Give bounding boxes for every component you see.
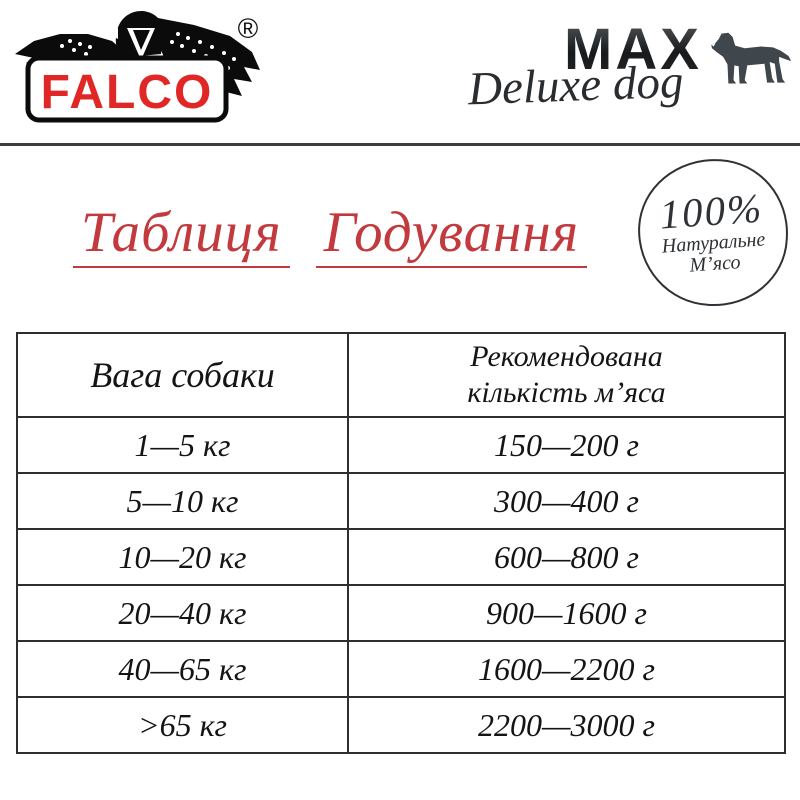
table-row: 10—20 кг 600—800 г <box>16 528 786 586</box>
table-row: 40—65 кг 1600—2200 г <box>16 640 786 698</box>
page-title: Таблиця Годування <box>36 178 624 268</box>
table-row: 1—5 кг 150—200 г <box>16 416 786 474</box>
amount-cell: 300—400 г <box>347 472 786 530</box>
amount-cell: 2200—3000 г <box>347 696 786 754</box>
amount-cell: 1600—2200 г <box>347 640 786 698</box>
dog-icon <box>706 24 792 112</box>
table-row: >65 кг 2200—3000 г <box>16 696 786 754</box>
weight-cell: 1—5 кг <box>16 416 349 474</box>
amount-cell: 150—200 г <box>347 416 786 474</box>
title-word-tablytsia: Таблиця <box>72 204 290 268</box>
amount-column-header: Рекомендована кількість м’яса <box>347 332 786 418</box>
weight-cell: 10—20 кг <box>16 528 349 586</box>
header-divider <box>0 143 800 146</box>
natural-meat-badge-text: 100% Натуральне М’ясо <box>658 184 767 278</box>
title-word-hoduvannia: Годування <box>315 204 588 268</box>
falco-logo: FALCO ® <box>12 8 266 138</box>
feeding-table: Вага собаки Рекомендована кількість м’яс… <box>16 332 786 754</box>
table-row: 20—40 кг 900—1600 г <box>16 584 786 642</box>
table-row: 5—10 кг 300—400 г <box>16 472 786 530</box>
natural-meat-badge: 100% Натуральне М’ясо <box>634 155 792 310</box>
weight-cell: >65 кг <box>16 696 349 754</box>
falco-eagle-icon: FALCO ® <box>15 10 260 123</box>
weight-cell: 40—65 кг <box>16 640 349 698</box>
table-header-row: Вага собаки Рекомендована кількість м’яс… <box>16 332 786 418</box>
weight-cell: 5—10 кг <box>16 472 349 530</box>
deluxe-dog-wordmark: Deluxe dog <box>467 55 685 116</box>
weight-column-header: Вага собаки <box>16 332 349 418</box>
registered-mark-icon: ® <box>238 13 259 44</box>
weight-cell: 20—40 кг <box>16 584 349 642</box>
falco-wordmark: FALCO <box>41 66 214 119</box>
max-deluxe-logo: MAX Deluxe dog <box>462 14 792 132</box>
amount-cell: 900—1600 г <box>347 584 786 642</box>
max-wordmark: MAX <box>564 17 702 82</box>
amount-cell: 600—800 г <box>347 528 786 586</box>
